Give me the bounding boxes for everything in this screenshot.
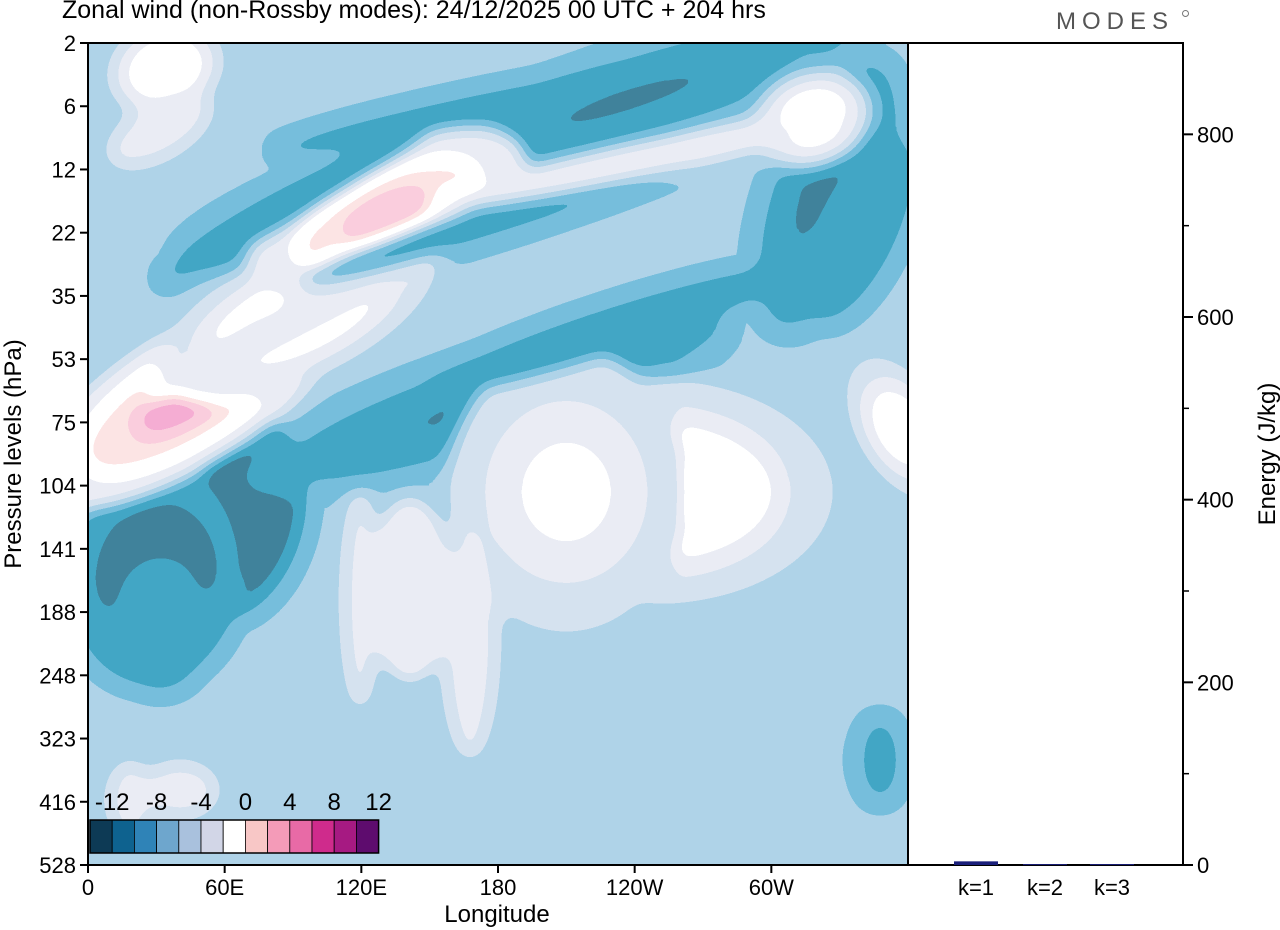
colorbar-swatch (133, 819, 157, 854)
wind-streak (340, 490, 380, 710)
colorbar-swatch (267, 819, 291, 854)
colorbar-swatch (289, 819, 313, 854)
colorbar-label: 8 (328, 789, 341, 816)
pressure-axis: 2 6 12 22 35 53 75 104 141 188 248 323 416 528 (39, 31, 88, 878)
y-tick-label: 53 (52, 347, 76, 372)
colorbar-frame (89, 819, 380, 854)
energy-bar-chart: 0 200 400 600 800 k=1 k=2 k=3 (954, 122, 1234, 900)
wind-streak (161, 118, 439, 282)
energy-bar (954, 861, 998, 865)
energy-tick-label: 200 (1197, 670, 1234, 695)
hovmoller-plot (88, 43, 908, 865)
energy-category-label: k=3 (1094, 875, 1130, 900)
longitude-axis: 0 60E 120E 180 120W 60W (82, 865, 794, 900)
y-tick-label: 12 (52, 157, 76, 182)
wind-feature-core (145, 52, 185, 84)
x-tick-label: 180 (480, 875, 517, 900)
colorbar-label: 4 (283, 789, 296, 816)
wind-streak (274, 66, 666, 154)
y-axis-label: Pressure levels (hPa) (0, 339, 27, 568)
y-tick-label: 35 (52, 284, 76, 309)
wind-field-contours (88, 43, 908, 865)
wind-feature-core (883, 405, 908, 452)
y-tick-label: 75 (52, 410, 76, 435)
colorbar-swatch (111, 819, 135, 854)
x-tick-label: 60W (749, 875, 794, 900)
x-tick-label: 0 (82, 875, 94, 900)
y-tick-label: 22 (52, 221, 76, 246)
x-tick-label: 120W (606, 875, 664, 900)
colorbar-swatch (355, 819, 379, 854)
colorbar-swatch (311, 819, 335, 854)
y-tick-label: 104 (39, 474, 76, 499)
y-tick-label: 2 (64, 31, 76, 56)
x-tick-label: 120E (336, 875, 387, 900)
y-tick-label: 416 (39, 790, 76, 815)
chart-title: Zonal wind (non-Rossby modes): 24/12/202… (62, 0, 766, 24)
y-tick-label: 188 (39, 600, 76, 625)
wind-streak (140, 760, 220, 820)
energy-category-label: k=2 (1027, 875, 1063, 900)
wind-feature-core (526, 446, 607, 537)
colorbar-label: 0 (239, 789, 252, 816)
colorbar-swatch (244, 819, 268, 854)
energy-bar (1023, 864, 1067, 866)
registered-mark-icon (1182, 10, 1189, 17)
wind-streak (860, 720, 900, 800)
wind-streak (440, 520, 500, 760)
wind-streak (804, 137, 908, 323)
colorbar-swatch (178, 819, 202, 854)
wind-feature-core (803, 151, 853, 238)
brand-logo: MODES (1056, 8, 1175, 35)
y-tick-label: 141 (39, 537, 76, 562)
colorbar-label: -12 (95, 789, 130, 816)
colorbar-swatch (156, 819, 180, 854)
colorbar-swatch (333, 819, 357, 854)
y-tick-label: 528 (39, 853, 76, 878)
wind-streak (429, 267, 791, 393)
x-tick-label: 60E (205, 875, 244, 900)
energy-category-label: k=1 (958, 875, 994, 900)
colorbar-legend: -12 -8 -4 0 4 8 12 (89, 789, 392, 854)
wind-streak (110, 550, 210, 690)
y-tick-label: 248 (39, 663, 76, 688)
y-tick-label: 323 (39, 727, 76, 752)
energy-bar (1090, 864, 1134, 866)
wind-streak (424, 111, 856, 209)
colorbar-swatch (89, 819, 113, 854)
x-axis-label: Longitude (444, 901, 549, 928)
y-tick-label: 6 (64, 94, 76, 119)
energy-tick-label: 400 (1197, 488, 1234, 513)
wind-streak (105, 90, 215, 170)
wind-feature-core (549, 70, 712, 130)
wind-feature-core (340, 185, 433, 242)
energy-tick-label: 0 (1197, 853, 1209, 878)
energy-tick-label: 800 (1197, 122, 1234, 147)
wind-streak (370, 500, 450, 680)
colorbar-label: 12 (365, 789, 392, 816)
colorbar-swatch (200, 819, 224, 854)
energy-axis-label: Energy (J/kg) (1254, 383, 1280, 526)
colorbar-label: -4 (190, 789, 211, 816)
colorbar-swatch (222, 819, 246, 854)
colorbar-label: -8 (146, 789, 167, 816)
energy-tick-label: 600 (1197, 305, 1234, 330)
energy-panel-frame (907, 42, 1184, 866)
